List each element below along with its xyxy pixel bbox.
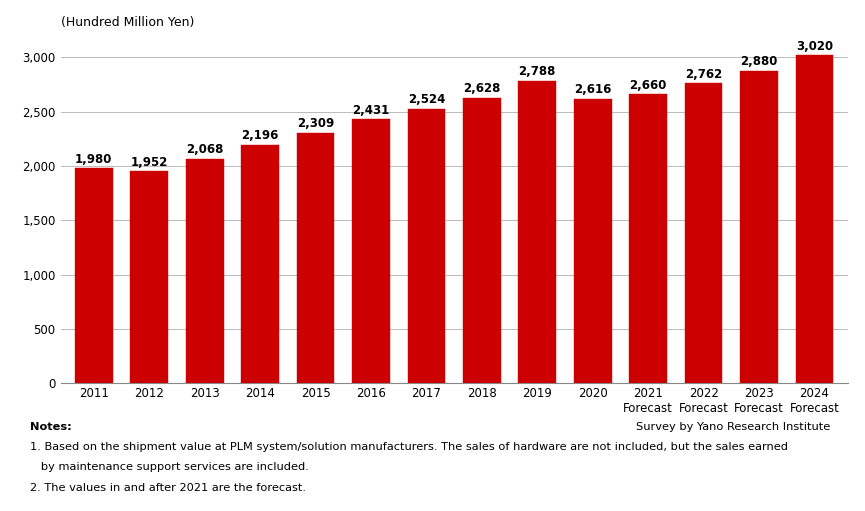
Text: 1,952: 1,952 bbox=[131, 155, 168, 169]
Bar bbox=[407, 109, 445, 383]
Bar bbox=[630, 95, 667, 383]
Text: 2,309: 2,309 bbox=[297, 117, 334, 130]
Bar bbox=[75, 168, 112, 383]
Bar bbox=[131, 171, 168, 383]
Bar bbox=[352, 119, 390, 383]
Text: 2,431: 2,431 bbox=[352, 104, 389, 117]
Bar bbox=[740, 71, 778, 383]
Text: 1,980: 1,980 bbox=[75, 152, 112, 166]
Text: 2,628: 2,628 bbox=[463, 82, 501, 95]
Bar bbox=[796, 55, 833, 383]
Text: 2,068: 2,068 bbox=[186, 143, 223, 156]
Bar bbox=[186, 159, 223, 383]
Text: 2,762: 2,762 bbox=[685, 67, 722, 81]
Text: 3,020: 3,020 bbox=[796, 39, 833, 53]
Text: 2,788: 2,788 bbox=[519, 65, 556, 78]
Bar bbox=[297, 132, 335, 383]
Text: 2,660: 2,660 bbox=[630, 79, 667, 91]
Text: 2,196: 2,196 bbox=[241, 129, 279, 142]
Bar bbox=[518, 81, 556, 383]
Text: 2. The values in and after 2021 are the forecast.: 2. The values in and after 2021 are the … bbox=[30, 483, 306, 493]
Bar bbox=[685, 83, 722, 383]
Text: 2,616: 2,616 bbox=[574, 83, 612, 97]
Text: 2,524: 2,524 bbox=[407, 94, 445, 106]
Text: Survey by Yano Research Institute: Survey by Yano Research Institute bbox=[636, 422, 830, 432]
Text: (Hundred Million Yen): (Hundred Million Yen) bbox=[61, 16, 194, 29]
Text: 2,880: 2,880 bbox=[740, 55, 778, 68]
Text: 1. Based on the shipment value at PLM system/solution manufacturers. The sales o: 1. Based on the shipment value at PLM sy… bbox=[30, 442, 788, 452]
Bar bbox=[463, 98, 501, 383]
Text: Notes:: Notes: bbox=[30, 422, 72, 432]
Bar bbox=[573, 99, 612, 383]
Text: by maintenance support services are included.: by maintenance support services are incl… bbox=[30, 462, 309, 473]
Bar bbox=[241, 145, 279, 383]
